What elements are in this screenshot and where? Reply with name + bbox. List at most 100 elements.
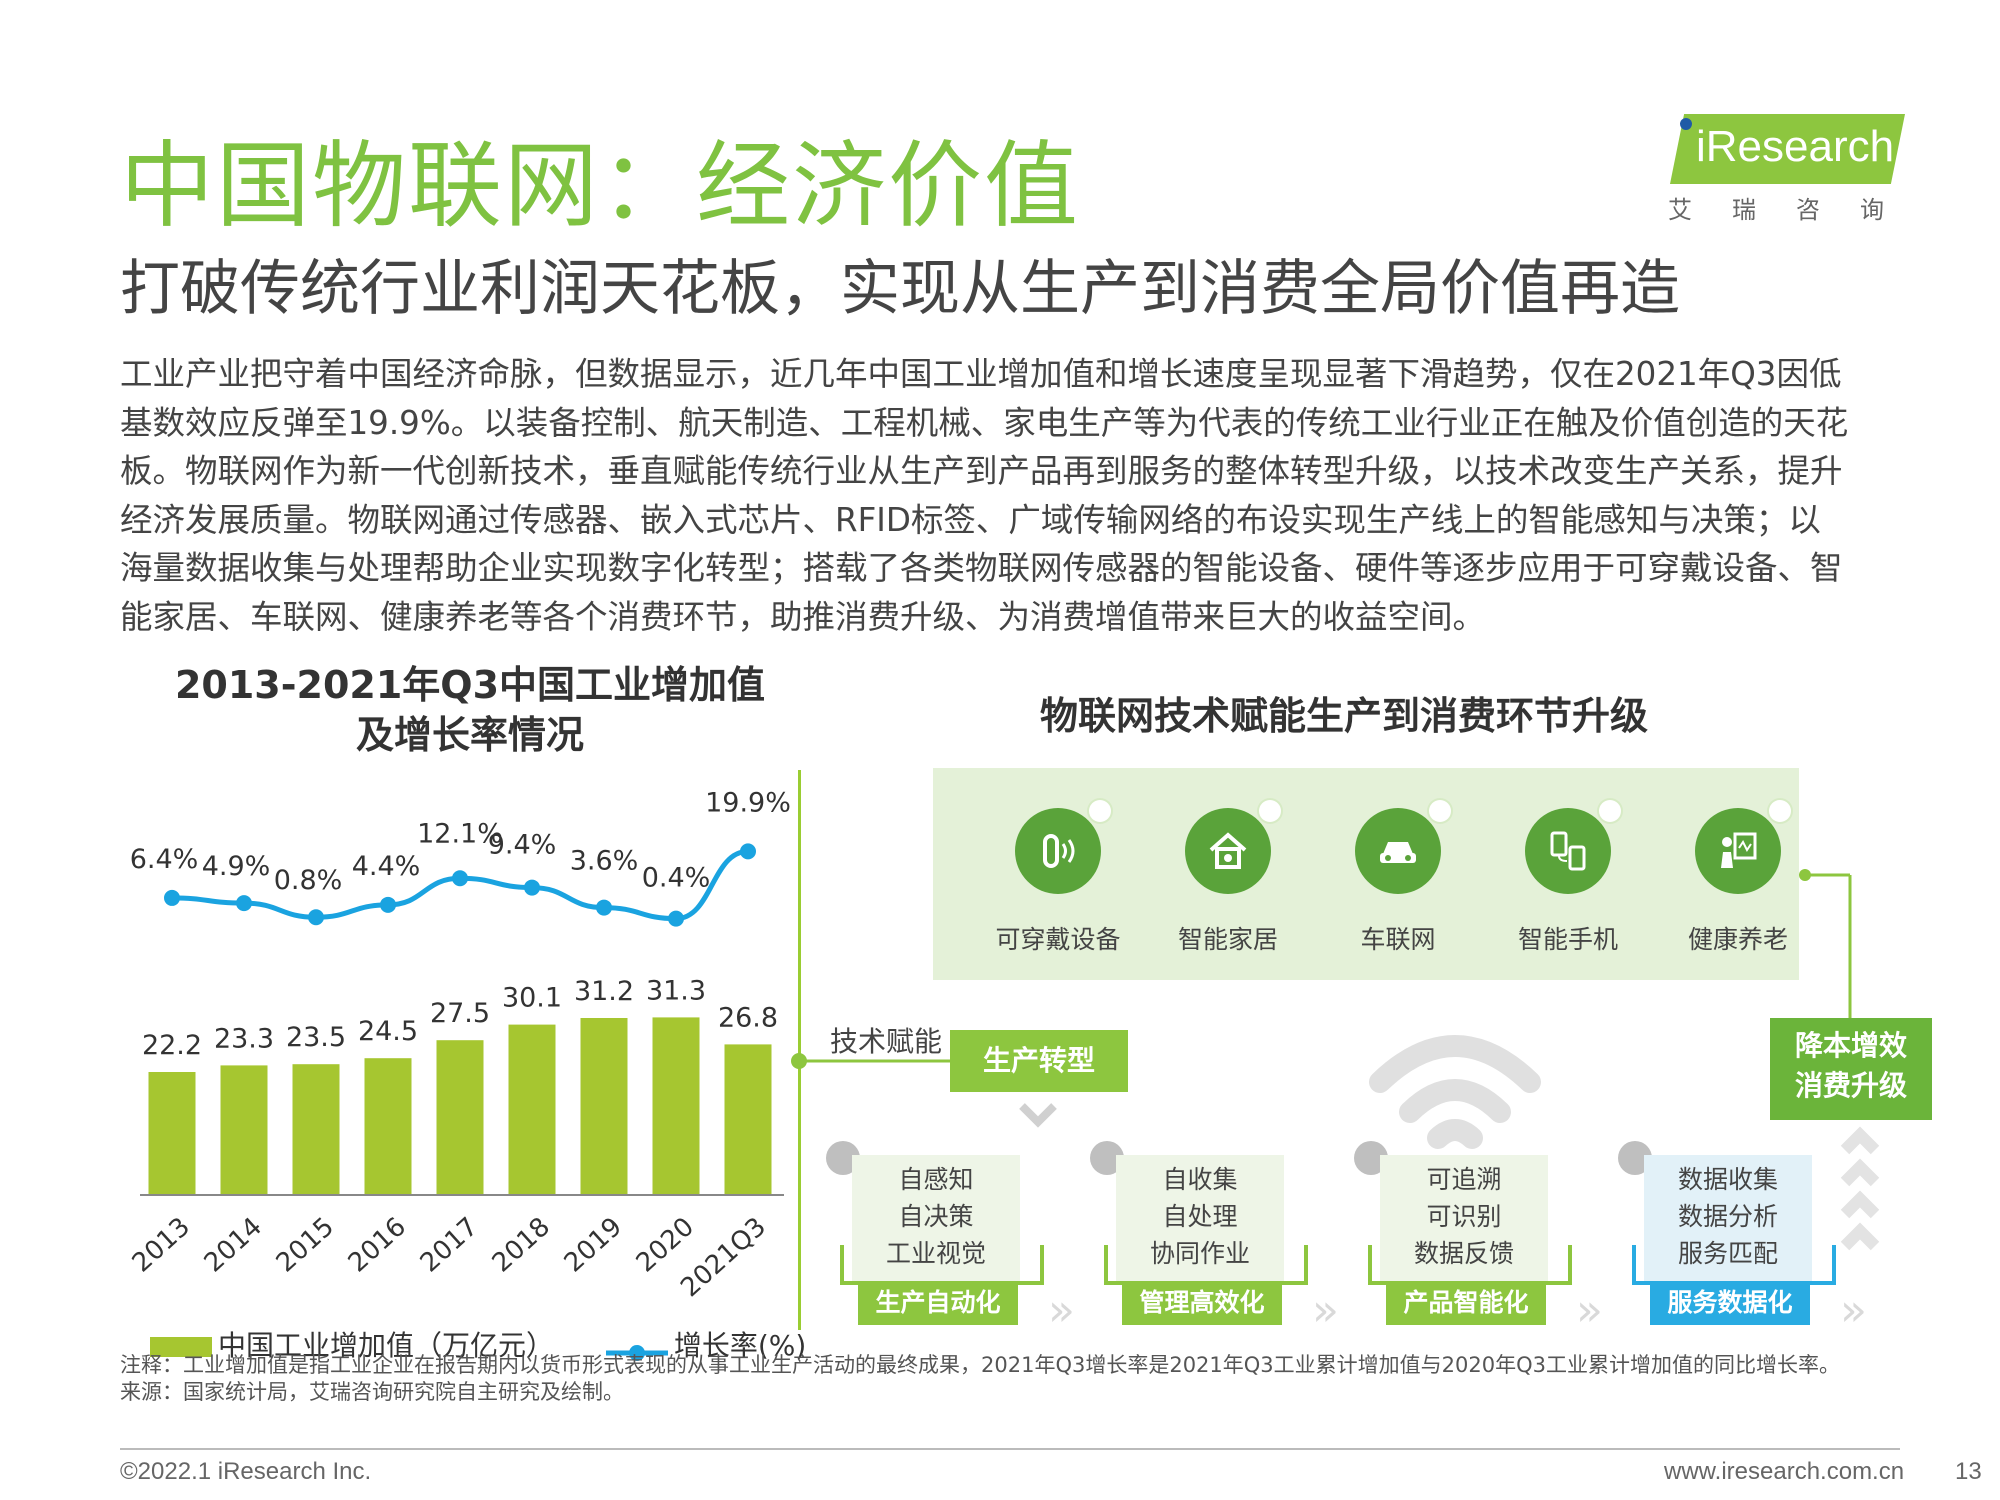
bar-value-label: 22.2 (142, 1030, 202, 1061)
stage-card: 数据收集 数据分析 服务匹配 (1644, 1155, 1812, 1281)
bar-value-label: 31.3 (646, 975, 706, 1006)
growth-rate-label: 19.9% (705, 787, 790, 818)
right-chevron-icon: » (1840, 1285, 1867, 1336)
right-chevron-icon: » (1048, 1285, 1075, 1336)
growth-rate-point (164, 889, 180, 906)
growth-rate-point (596, 899, 612, 916)
chart-title: 2013-2021年Q3中国工业增加值 及增长率情况 (174, 663, 766, 757)
car-icon (1355, 800, 1451, 894)
growth-rate-point (380, 896, 396, 913)
source-text: 来源：国家统计局，艾瑞咨询研究院自主研究及绘制。 (120, 1380, 624, 1404)
iot-consumer-panel: 可穿戴设备 智能家居 车联网 智能手机 健康养老 (933, 768, 1799, 980)
bar-value-label: 24.5 (358, 1016, 418, 1047)
logo-subtext: 艾瑞咨询 (1668, 196, 1924, 224)
notes-block: 注释：工业增加值是指工业企业在报告期内以货币形式表现的从事工业生产活动的最终成果… (120, 1352, 1910, 1406)
stage-bracket (840, 1245, 1044, 1285)
x-tick-label: 2019 (559, 1212, 628, 1279)
chart-legend: 中国工业增加值（万亿元） 增长率(%) (150, 1324, 806, 1364)
iot-label: 车联网 (1360, 925, 1436, 954)
growth-rate-label: 4.4% (352, 851, 421, 882)
bar-2018 (508, 1024, 556, 1195)
iot-item-wearable: 可穿戴设备 (973, 800, 1143, 956)
bar-2020 (652, 1017, 700, 1195)
bar-value-label: 23.3 (214, 1023, 274, 1054)
bars-layer (148, 1017, 772, 1195)
stage-label: 服务数据化 (1650, 1281, 1810, 1325)
iot-item-health: 健康养老 (1653, 800, 1823, 956)
website-link[interactable]: www.iresearch.com.cn (1664, 1458, 1905, 1485)
stage-card: 可追溯 可识别 数据反馈 (1380, 1155, 1548, 1281)
stage-bracket (1632, 1245, 1836, 1285)
stage-label: 生产自动化 (858, 1281, 1018, 1325)
goal-box: 降本增效 消费升级 (1770, 1018, 1932, 1120)
iot-label: 智能手机 (1517, 925, 1618, 954)
page-number: 13 (1955, 1458, 1982, 1485)
growth-rate-point (308, 909, 324, 926)
iresearch-logo: iResearch 艾瑞咨询 (1660, 106, 1910, 224)
diagram-connectors (800, 869, 1880, 1251)
iot-item-smart-home: 智能家居 (1143, 800, 1313, 956)
growth-rate-point (740, 843, 756, 860)
growth-rate-label: 12.1% (417, 818, 503, 849)
growth-rate-point (236, 895, 252, 912)
industrial-value-chart: 22.2 2013 23.3 2014 23.5 2015 24.5 2016 27.5 2017… (127, 787, 790, 1303)
note-text: 注释：工业增加值是指工业企业在报告期内以货币形式表现的从事工业生产活动的最终成果… (120, 1353, 1840, 1377)
stage-label: 产品智能化 (1386, 1281, 1546, 1325)
bar-2021Q3 (724, 1044, 772, 1195)
x-tick-label: 2013 (127, 1212, 196, 1279)
down-chevron-icon (1019, 1103, 1057, 1128)
growth-rate-point (524, 879, 540, 896)
bar-2019 (580, 1018, 628, 1195)
smart-home-icon (1185, 800, 1281, 894)
stage-bracket (1104, 1245, 1308, 1285)
bar-value-label: 26.8 (718, 1002, 778, 1033)
growth-rate-label: 6.4% (130, 844, 199, 875)
x-tick-label: 2018 (487, 1212, 556, 1279)
production-transform-box: 生产转型 (950, 1030, 1128, 1092)
right-chevron-icon: » (1576, 1285, 1603, 1336)
legend-line-label: 增长率(%) (673, 1329, 807, 1362)
growth-rate-point (668, 910, 684, 927)
tech-empower-label: 技术赋能 (830, 1025, 943, 1058)
logo-text: iResearch (1696, 122, 1895, 171)
growth-rate-label: 9.4% (488, 830, 557, 861)
iot-item-car: 车联网 (1313, 800, 1483, 956)
legend-line-swatch (605, 1337, 668, 1361)
bar-value-label: 27.5 (430, 998, 490, 1029)
bar-2013 (148, 1072, 196, 1195)
wifi-icon (1369, 1035, 1541, 1149)
x-tick-label: 2017 (415, 1212, 484, 1279)
bar-2016 (364, 1058, 412, 1195)
page-title: 中国物联网：经济价值 (120, 132, 1081, 241)
x-tick-label: 2016 (343, 1212, 412, 1279)
legend-bar-label: 中国工业增加值（万亿元） (218, 1329, 555, 1362)
bar-2017 (436, 1040, 484, 1195)
footer-divider (120, 1448, 1900, 1450)
stage-card: 自收集 自处理 协同作业 (1116, 1155, 1284, 1281)
x-tick-label: 2015 (271, 1212, 340, 1279)
stage-management-efficiency: 自收集 自处理 协同作业 管理高效化 (1090, 1141, 1308, 1325)
x-tick-label: 2014 (199, 1212, 268, 1279)
wearable-icon (1015, 800, 1111, 894)
stage-production-automation: 自感知 自决策 工业视觉 生产自动化 (826, 1141, 1044, 1325)
divider-connector-dot (791, 1053, 807, 1069)
growth-rate-label: 3.6% (570, 846, 639, 877)
smartphone-icon (1525, 800, 1621, 894)
line-layer (164, 843, 756, 927)
stage-card: 自感知 自决策 工业视觉 (852, 1155, 1020, 1281)
diagram-title: 物联网技术赋能生产到消费环节升级 (1040, 694, 1649, 738)
stage-label: 管理高效化 (1122, 1281, 1282, 1325)
bar-2015 (292, 1064, 340, 1195)
section-divider (798, 770, 801, 1330)
growth-rate-label: 4.9% (202, 851, 271, 882)
iot-label: 可穿戴设备 (995, 925, 1121, 954)
legend-bar-swatch (150, 1337, 212, 1357)
logo-background (1670, 114, 1905, 184)
stage-service-datafication: 数据收集 数据分析 服务匹配 服务数据化 (1618, 1141, 1836, 1325)
right-chevron-icon: » (1312, 1285, 1339, 1336)
logo-dot-icon (1680, 118, 1692, 130)
iot-label: 健康养老 (1687, 925, 1788, 954)
iot-label: 智能家居 (1177, 925, 1278, 954)
bar-value-label: 30.1 (502, 983, 562, 1014)
stage-bracket (1368, 1245, 1572, 1285)
